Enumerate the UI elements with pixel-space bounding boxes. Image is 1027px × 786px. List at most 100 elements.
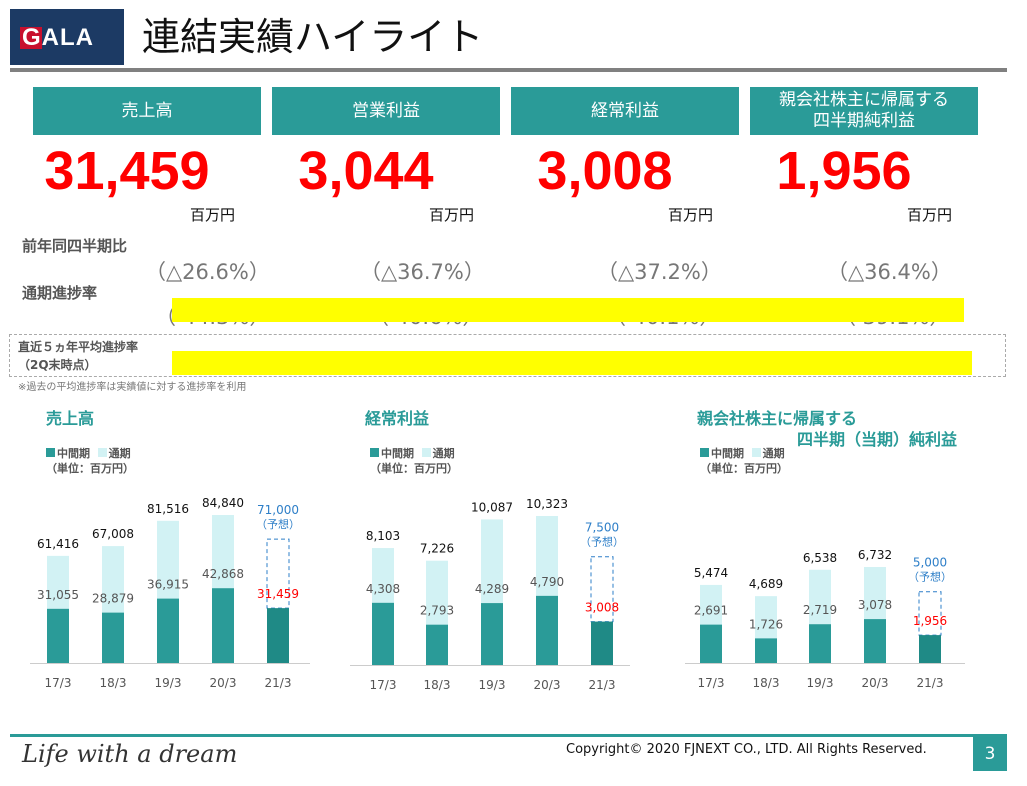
label-full: 6,732 <box>858 548 892 562</box>
bar-interim <box>591 621 613 665</box>
label-full: 7,500 <box>585 521 619 535</box>
bar-interim <box>536 595 558 665</box>
bar-interim <box>47 608 69 663</box>
chart-title: 売上高 <box>46 409 95 428</box>
average-label-2: （2Q末時点） <box>18 358 97 372</box>
bar-forecast <box>918 591 942 636</box>
company-logo: GALA <box>10 9 124 65</box>
bar-interim <box>919 635 941 663</box>
bar-full <box>755 596 777 663</box>
kpi-header: 営業利益 <box>272 87 500 135</box>
label-full: 61,416 <box>37 537 79 551</box>
x-tick-label: 17/3 <box>45 676 72 690</box>
forecast-note: （予想） <box>908 570 952 584</box>
kpi-unit: 百万円 <box>190 206 236 224</box>
chart-title-2: 四半期（当期）純利益 <box>797 430 958 449</box>
label-full: 84,840 <box>202 496 244 510</box>
legend-interim: 中間期 <box>711 447 744 460</box>
label-full: 8,103 <box>366 529 400 543</box>
legend-full: 通期 <box>108 447 131 460</box>
label-full: 81,516 <box>147 502 189 516</box>
chart-legend: 中間期 通期 （単位：百万円） <box>46 446 134 476</box>
kpi-value: 3,008 <box>537 141 673 201</box>
bar-full <box>157 520 179 663</box>
x-tick-label: 21/3 <box>589 678 616 692</box>
label-full: 5,474 <box>694 566 728 580</box>
average-progress-box <box>9 334 1006 377</box>
legend-swatch-full <box>421 448 431 457</box>
x-tick-label: 19/3 <box>479 678 506 692</box>
kpi-value: 1,956 <box>776 141 912 201</box>
legend-swatch-full <box>97 448 107 457</box>
bar-full <box>536 516 558 665</box>
label-interim: 42,868 <box>202 567 244 581</box>
x-tick-label: 18/3 <box>100 676 127 690</box>
kpi-header: 売上高 <box>33 87 261 135</box>
kpi-value: 3,044 <box>298 141 434 201</box>
kpi-header: 経常利益 <box>511 87 739 135</box>
label-interim: 31,055 <box>37 588 79 602</box>
bar-forecast <box>590 556 614 623</box>
legend-interim: 中間期 <box>381 447 414 460</box>
legend-swatch-interim <box>46 448 55 457</box>
label-full: 4,689 <box>749 577 783 591</box>
label-full: 71,000 <box>257 503 299 517</box>
bar-full <box>426 560 448 665</box>
legend-swatch-full <box>751 448 761 457</box>
label-full: 6,538 <box>803 551 837 565</box>
bar-full <box>864 567 886 663</box>
label-interim: 2,719 <box>803 603 837 617</box>
bar-full <box>700 584 722 663</box>
x-tick-label: 20/3 <box>210 676 237 690</box>
bar-interim <box>864 619 886 663</box>
label-interim: 31,459 <box>257 587 299 601</box>
label-full: 67,008 <box>92 527 134 541</box>
yoy-value: （△26.6%） <box>145 260 270 284</box>
slogan: Life with a dream <box>22 740 238 768</box>
x-tick-label: 21/3 <box>265 676 292 690</box>
footer-divider <box>10 734 1007 737</box>
footnote: ※過去の平均進捗率は実績値に対する進捗率を利用 <box>18 382 247 393</box>
bar-forecast <box>266 538 290 609</box>
x-tick-label: 17/3 <box>370 678 397 692</box>
bar-interim <box>700 624 722 663</box>
x-tick-label: 21/3 <box>917 676 944 690</box>
x-tick-label: 20/3 <box>862 676 889 690</box>
label-full: 10,323 <box>526 497 568 511</box>
kpi-header: 親会社株主に帰属する 四半期純利益 <box>750 87 978 135</box>
chart-unit: （単位：百万円） <box>46 462 134 475</box>
x-tick-label: 19/3 <box>155 676 182 690</box>
x-tick-label: 18/3 <box>753 676 780 690</box>
legend-full: 通期 <box>432 447 455 460</box>
label-interim: 3,078 <box>858 598 892 612</box>
copyright: Copyright© 2020 FJNEXT CO., LTD. All Rig… <box>566 742 927 757</box>
label-interim: 36,915 <box>147 578 189 592</box>
x-tick-label: 17/3 <box>698 676 725 690</box>
label-interim: 2,691 <box>694 604 728 618</box>
chart-title: 親会社株主に帰属する <box>697 409 858 428</box>
yoy-value: （△37.2%） <box>597 260 722 284</box>
legend-swatch-interim <box>700 448 709 457</box>
x-tick-label: 19/3 <box>807 676 834 690</box>
progress-highlight <box>172 298 964 322</box>
label-interim: 2,793 <box>420 604 454 618</box>
progress-label: 通期進捗率 <box>22 284 98 302</box>
bar-full <box>102 546 124 663</box>
chart-unit: （単位：百万円） <box>700 462 788 475</box>
label-full: 10,087 <box>471 500 513 514</box>
chart-legend: 中間期 通期 （単位：百万円） <box>370 446 458 476</box>
yoy-label: 前年同四半期比 <box>22 237 128 255</box>
yoy-value: （△36.7%） <box>360 260 485 284</box>
x-tick-label: 20/3 <box>534 678 561 692</box>
bar-interim <box>426 624 448 665</box>
kpi-unit: 百万円 <box>907 206 953 224</box>
bar-interim <box>267 608 289 663</box>
label-interim: 4,308 <box>366 582 400 596</box>
bar-interim <box>809 624 831 663</box>
label-full: 7,226 <box>420 542 454 556</box>
bar-full <box>481 519 503 665</box>
label-interim: 1,726 <box>749 617 783 631</box>
kpi-unit: 百万円 <box>668 206 714 224</box>
header-divider <box>10 68 1007 72</box>
chart-title: 経常利益 <box>365 409 430 428</box>
